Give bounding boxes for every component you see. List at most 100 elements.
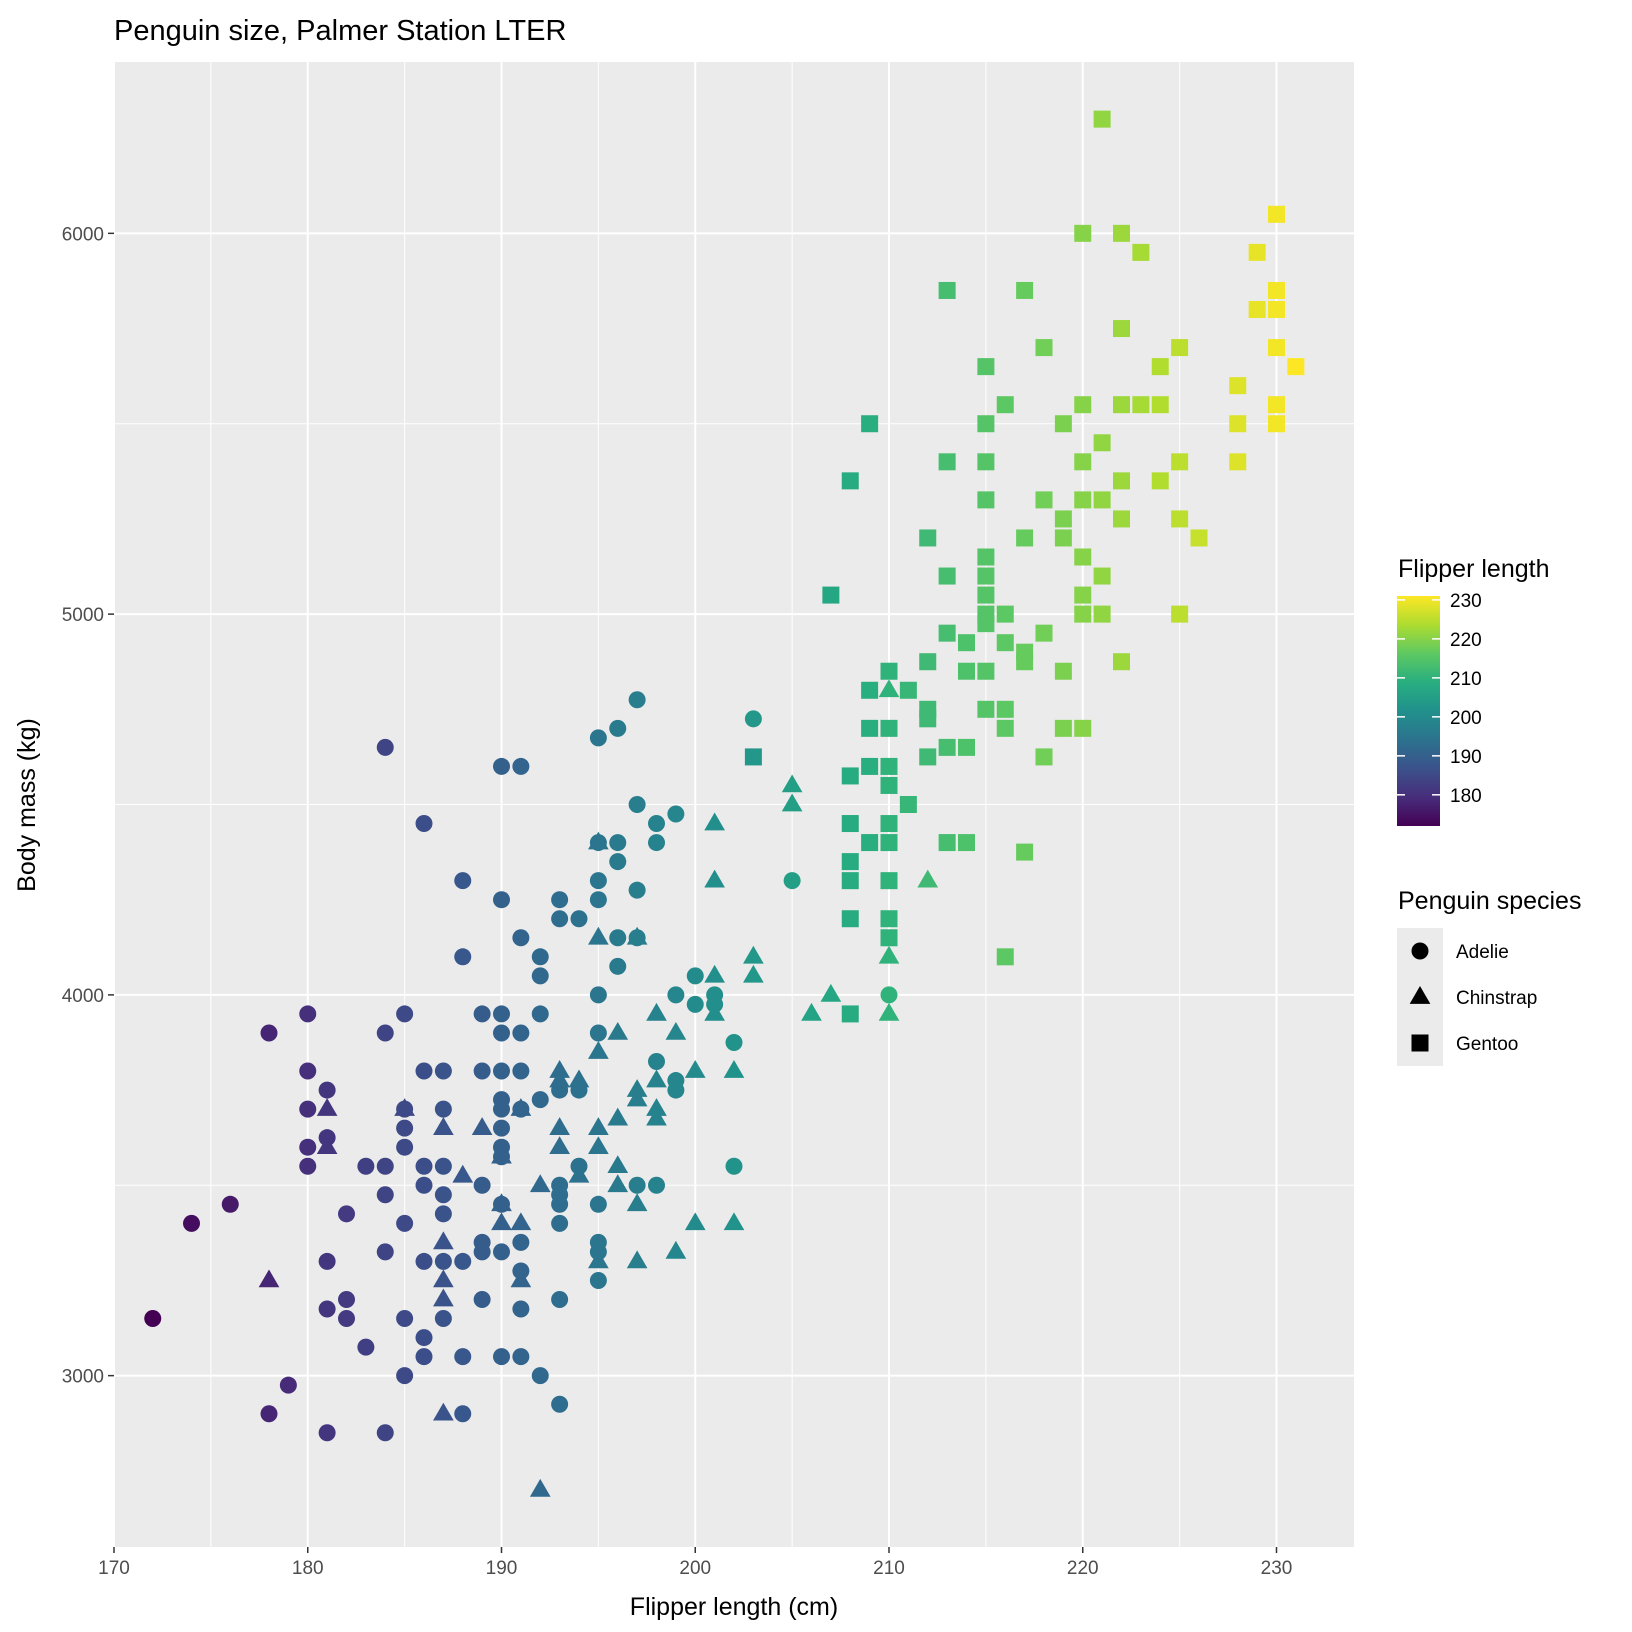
- data-point-gentoo: [938, 281, 956, 299]
- data-point-gentoo: [1016, 529, 1034, 547]
- data-point-chinstrap: [665, 1021, 687, 1040]
- data-point-gentoo: [822, 586, 840, 604]
- data-point-adelie: [493, 757, 510, 775]
- data-point-gentoo: [1151, 472, 1169, 490]
- data-point-adelie: [434, 1186, 452, 1204]
- legend-label-gentoo: Gentoo: [1456, 1034, 1518, 1055]
- data-point-chinstrap: [433, 1288, 454, 1307]
- data-point-gentoo: [996, 396, 1014, 414]
- data-point-adelie: [454, 948, 472, 966]
- data-point-gentoo: [1074, 548, 1092, 566]
- data-point-gentoo: [1035, 339, 1053, 357]
- data-point-chinstrap: [471, 1117, 493, 1135]
- data-point-adelie: [473, 1176, 491, 1194]
- data-point-chinstrap: [607, 1155, 629, 1174]
- data-point-adelie: [628, 881, 646, 899]
- data-point-gentoo: [1016, 843, 1034, 861]
- data-point-adelie: [551, 910, 569, 928]
- x-axis-ticks: 170 180 190 200 210 220 230: [98, 1547, 1292, 1579]
- data-point-adelie: [415, 1252, 433, 1270]
- data-point-gentoo: [1171, 605, 1189, 623]
- data-point-chinstrap: [394, 1098, 415, 1116]
- data-point-adelie: [589, 1195, 607, 1213]
- shape-legend: Penguin species Adelie Chinstrap Gentoo: [1397, 887, 1581, 1066]
- data-point-adelie: [531, 1367, 549, 1385]
- data-point-gentoo: [1132, 396, 1150, 414]
- data-point-adelie: [396, 1005, 414, 1023]
- data-point-adelie: [415, 1176, 433, 1194]
- data-point-chinstrap: [646, 1098, 667, 1116]
- data-point-gentoo: [996, 719, 1014, 737]
- data-point-adelie: [454, 1405, 472, 1423]
- data-point-gentoo: [977, 615, 995, 633]
- data-point-adelie: [454, 872, 472, 890]
- data-point-gentoo: [1074, 491, 1092, 509]
- data-point-gentoo: [977, 662, 995, 680]
- data-point-chinstrap: [491, 1193, 512, 1212]
- data-point-chinstrap: [588, 1136, 609, 1155]
- data-point-gentoo: [899, 796, 917, 813]
- data-point-chinstrap: [878, 679, 900, 698]
- data-point-gentoo: [880, 929, 898, 947]
- data-point-adelie: [357, 1157, 375, 1175]
- data-point-gentoo: [1035, 624, 1053, 642]
- data-point-gentoo: [1248, 301, 1266, 318]
- data-point-chinstrap: [781, 793, 803, 812]
- data-point-adelie: [376, 1024, 394, 1042]
- data-point-gentoo: [1093, 110, 1111, 128]
- data-point-adelie: [473, 1243, 491, 1261]
- legend-key-circle-icon: [1411, 942, 1429, 960]
- x-tick-label: 230: [1261, 1558, 1293, 1579]
- data-point-gentoo: [919, 653, 937, 671]
- data-point-gentoo: [841, 767, 859, 785]
- data-point-chinstrap: [878, 1002, 900, 1021]
- data-point-adelie: [338, 1291, 355, 1308]
- data-point-gentoo: [1268, 415, 1285, 433]
- data-point-adelie: [318, 1252, 336, 1270]
- data-point-adelie: [454, 1348, 472, 1366]
- data-point-gentoo: [938, 624, 956, 642]
- data-point-gentoo: [938, 834, 956, 852]
- data-point-chinstrap: [704, 964, 725, 983]
- y-tick-label: 3000: [62, 1367, 104, 1388]
- data-point-chinstrap: [820, 983, 842, 1002]
- data-point-adelie: [376, 738, 394, 756]
- shape-legend-title: Penguin species: [1398, 887, 1581, 915]
- data-point-adelie: [744, 710, 762, 728]
- data-point-chinstrap: [743, 964, 764, 983]
- data-point-gentoo: [996, 634, 1014, 652]
- data-point-gentoo: [977, 586, 995, 604]
- data-point-adelie: [551, 1195, 569, 1213]
- data-point-adelie: [396, 1138, 414, 1156]
- data-point-gentoo: [938, 567, 956, 585]
- data-point-adelie: [648, 1176, 665, 1194]
- data-point-chinstrap: [626, 1193, 648, 1212]
- data-point-adelie: [609, 929, 627, 947]
- data-point-chinstrap: [433, 1117, 454, 1135]
- data-point-adelie: [512, 1062, 530, 1080]
- data-point-adelie: [609, 834, 627, 852]
- data-point-chinstrap: [452, 1164, 474, 1183]
- data-point-gentoo: [1113, 653, 1130, 671]
- data-point-gentoo: [1054, 662, 1072, 680]
- data-point-gentoo: [919, 710, 937, 728]
- data-point-chinstrap: [607, 1107, 629, 1126]
- data-point-chinstrap: [433, 1231, 454, 1250]
- data-point-adelie: [512, 1348, 530, 1366]
- y-axis-title: Body mass (kg): [13, 718, 41, 892]
- x-axis-title: Flipper length (cm): [630, 1593, 838, 1621]
- data-point-adelie: [725, 1157, 743, 1175]
- data-point-adelie: [183, 1214, 200, 1232]
- data-point-gentoo: [938, 453, 956, 471]
- data-point-chinstrap: [781, 774, 803, 793]
- data-point-adelie: [512, 1233, 530, 1251]
- data-point-chinstrap: [510, 1212, 532, 1231]
- data-point-gentoo: [1035, 491, 1053, 509]
- data-point-chinstrap: [723, 1060, 745, 1078]
- data-point-adelie: [473, 1062, 491, 1080]
- data-point-gentoo: [841, 853, 859, 871]
- data-point-adelie: [493, 1100, 510, 1118]
- data-point-adelie: [357, 1338, 375, 1356]
- data-point-gentoo: [861, 681, 879, 699]
- data-point-gentoo: [1113, 320, 1130, 338]
